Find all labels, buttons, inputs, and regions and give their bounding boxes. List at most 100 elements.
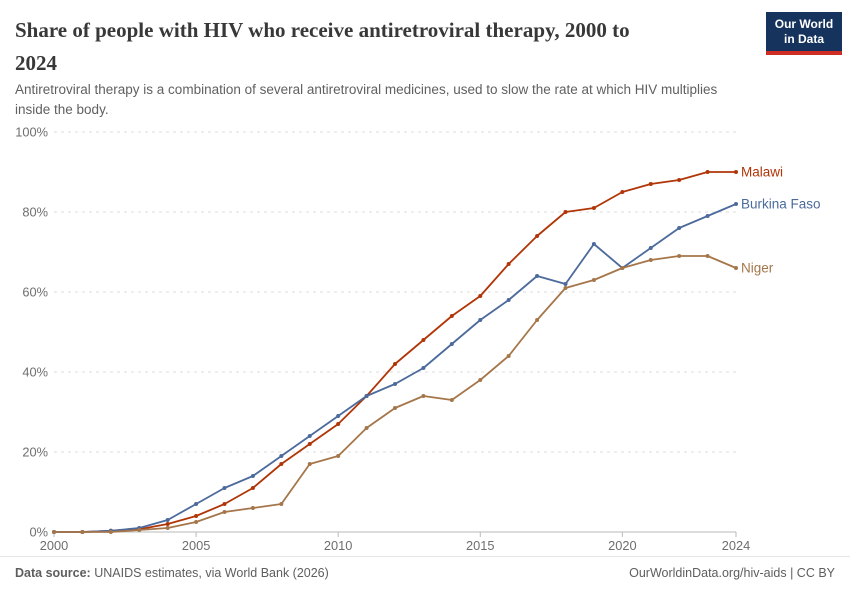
- series-point-burkina-faso-2008: [279, 454, 284, 458]
- series-point-niger-2016: [506, 354, 511, 358]
- series-point-malawi-2014: [449, 314, 454, 318]
- series-point-burkina-faso-2004: [165, 518, 170, 522]
- series-point-niger-2014: [449, 398, 454, 402]
- series-point-burkina-faso-2024: [734, 202, 738, 206]
- series-point-malawi-2021: [648, 182, 653, 186]
- series-point-malawi-2012: [393, 362, 397, 366]
- series-point-niger-2012: [393, 406, 397, 410]
- chart-subtitle: Antiretroviral therapy is a combination …: [15, 80, 795, 120]
- series-point-burkina-faso-2022: [677, 226, 682, 230]
- data-source-text: UNAIDS estimates, via World Bank (2026): [94, 566, 329, 580]
- series-point-niger-2020: [620, 266, 625, 270]
- series-line-burkina-faso: [54, 203, 737, 533]
- series-point-burkina-faso-2019: [591, 242, 596, 246]
- title-line-2: 2024: [15, 51, 57, 75]
- y-axis-label-60: 60%: [22, 285, 48, 300]
- series-point-niger-2019: [591, 278, 596, 282]
- series-point-burkina-faso-2014: [449, 342, 454, 346]
- series-point-burkina-faso-2016: [506, 298, 511, 302]
- series-point-malawi-2020: [620, 190, 625, 194]
- series-point-niger-2007: [250, 506, 255, 510]
- y-axis-label-0: 0%: [30, 525, 49, 540]
- series-point-niger-2004: [165, 526, 170, 530]
- y-axis-label-100: 100%: [15, 125, 48, 140]
- series-point-malawi-2017: [535, 234, 540, 238]
- series-point-malawi-2008: [279, 462, 284, 466]
- series-point-burkina-faso-2007: [250, 474, 255, 478]
- logo-line-1: Our World: [774, 17, 834, 31]
- title-line-1: Share of people with HIV who receive ant…: [15, 18, 630, 42]
- series-point-malawi-2015: [478, 294, 483, 298]
- series-point-niger-2002: [108, 530, 113, 534]
- series-label-malawi: Malawi: [741, 165, 783, 180]
- owid-logo[interactable]: Our World in Data: [766, 12, 842, 55]
- series-point-malawi-2005: [194, 514, 199, 518]
- series-point-burkina-faso-2018: [563, 282, 568, 286]
- series-point-niger-2021: [648, 258, 653, 262]
- footer-divider: [0, 556, 850, 557]
- x-axis-label-2024: 2024: [722, 538, 750, 553]
- x-axis-label-2015: 2015: [466, 538, 494, 553]
- series-point-malawi-2024: [734, 170, 738, 174]
- series-point-burkina-faso-2005: [194, 502, 199, 506]
- series-point-niger-2018: [563, 286, 568, 290]
- series-point-niger-2022: [677, 254, 682, 258]
- data-source-label: Data source:: [15, 566, 91, 580]
- y-axis-label-40: 40%: [22, 365, 48, 380]
- series-point-malawi-2022: [677, 178, 682, 182]
- series-point-niger-2006: [222, 510, 227, 514]
- x-axis-label-2020: 2020: [608, 538, 636, 553]
- data-source: Data source: UNAIDS estimates, via World…: [15, 566, 329, 580]
- series-point-burkina-faso-2017: [535, 274, 540, 278]
- series-point-malawi-2010: [336, 422, 341, 426]
- series-point-malawi-2007: [250, 486, 255, 490]
- series-point-burkina-faso-2023: [705, 214, 710, 218]
- series-point-malawi-2006: [222, 502, 227, 506]
- series-point-niger-2023: [705, 254, 710, 258]
- series-point-malawi-2023: [705, 170, 710, 174]
- series-point-niger-2008: [279, 502, 284, 506]
- series-point-burkina-faso-2015: [478, 318, 483, 322]
- series-point-malawi-2009: [307, 442, 312, 446]
- series-line-niger: [54, 255, 737, 533]
- series-point-malawi-2013: [421, 338, 426, 342]
- subtitle-line-2: inside the body.: [15, 102, 109, 117]
- series-point-burkina-faso-2010: [336, 414, 341, 418]
- logo-line-2: in Data: [783, 32, 824, 46]
- series-point-burkina-faso-2012: [393, 382, 397, 386]
- series-point-niger-2013: [421, 394, 426, 398]
- series-point-niger-2009: [307, 462, 312, 466]
- series-point-niger-2015: [478, 378, 483, 382]
- series-point-burkina-faso-2006: [222, 486, 227, 490]
- chart-footer: Data source: UNAIDS estimates, via World…: [15, 566, 835, 580]
- y-axis-label-80: 80%: [22, 205, 48, 220]
- credit-link[interactable]: OurWorldinData.org/hiv-aids | CC BY: [629, 566, 835, 580]
- series-point-niger-2005: [194, 520, 199, 524]
- series-line-malawi: [54, 171, 736, 533]
- series-point-niger-2010: [336, 454, 341, 458]
- series-point-malawi-2004: [165, 522, 170, 526]
- subtitle-line-1: Antiretroviral therapy is a combination …: [15, 82, 718, 97]
- series-label-burkina-faso: Burkina Faso: [741, 197, 821, 212]
- series-point-burkina-faso-2009: [307, 434, 312, 438]
- series-point-niger-2001: [80, 530, 85, 534]
- series-point-niger-2011: [364, 426, 369, 430]
- line-chart: 0% 20% 40% 60% 80% 100% 2000 2005 2010 2015 2020 20…: [15, 125, 821, 554]
- series-point-malawi-2018: [563, 210, 568, 214]
- series-point-burkina-faso-2021: [648, 246, 653, 250]
- series-point-niger-2024: [734, 266, 738, 270]
- series-point-niger-2000: [52, 530, 56, 534]
- series-point-niger-2003: [137, 528, 142, 532]
- series-label-niger: Niger: [741, 261, 774, 276]
- series-point-burkina-faso-2011: [364, 394, 369, 398]
- x-axis-label-2000: 2000: [40, 538, 68, 553]
- series-point-burkina-faso-2013: [421, 366, 426, 370]
- series-point-malawi-2019: [591, 206, 596, 210]
- y-axis-label-20: 20%: [22, 445, 48, 460]
- x-axis-label-2005: 2005: [182, 538, 210, 553]
- series-point-malawi-2016: [506, 262, 511, 266]
- x-axis-label-2010: 2010: [324, 538, 352, 553]
- page-title: Share of people with HIV who receive ant…: [15, 14, 735, 80]
- series-point-niger-2017: [535, 318, 540, 322]
